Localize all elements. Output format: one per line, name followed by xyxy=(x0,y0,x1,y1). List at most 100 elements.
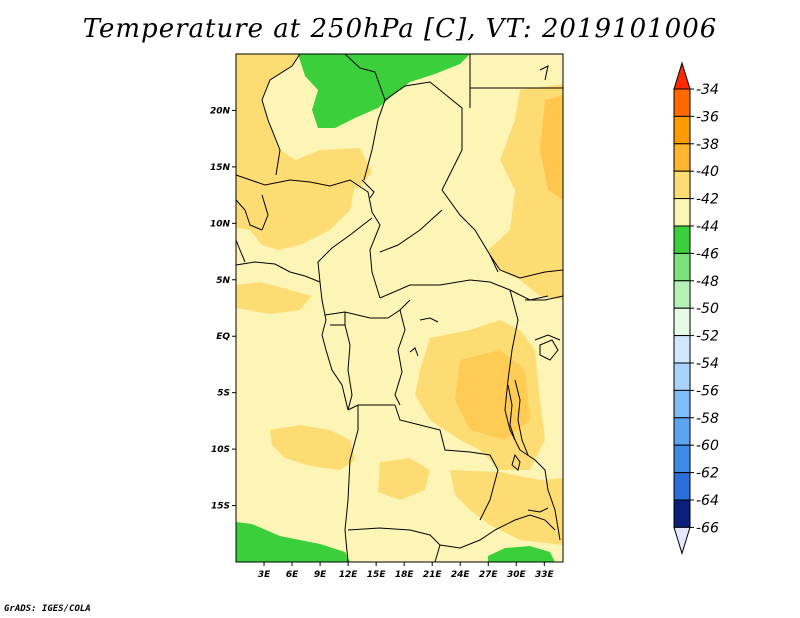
colorbar-level-label: -38 xyxy=(696,137,719,153)
lat-tick-label: 5S xyxy=(217,389,230,399)
colorbar-level-label: -34 xyxy=(696,82,719,98)
lon-tick-label: 9E xyxy=(314,570,327,580)
colorbar-swatch xyxy=(673,444,691,474)
lon-tick-label: 3E xyxy=(258,570,271,580)
colorbar-level-label: -50 xyxy=(696,301,719,317)
lon-tick-label: 21E xyxy=(423,570,443,580)
cold-region-south-west xyxy=(236,522,350,562)
colorbar-level-label: -54 xyxy=(696,356,719,372)
boundary-line xyxy=(235,199,263,231)
colorbar-swatch xyxy=(673,417,691,446)
boundary-line xyxy=(317,217,373,283)
boundary-line xyxy=(344,324,353,411)
colorbar-swatch xyxy=(673,499,691,528)
lake-outline xyxy=(419,317,439,323)
boundary-line xyxy=(261,53,301,176)
colorbar-swatch xyxy=(673,115,691,145)
lat-tick-label: 5N xyxy=(216,276,230,286)
latitude-axis: 20N 15N 10N 5N EQ 5S 10S 15S xyxy=(210,106,236,512)
lat-tick-label: 15S xyxy=(211,502,230,512)
lat-tick-label: 10S xyxy=(211,445,230,455)
lon-tick-label: 27E xyxy=(479,570,499,580)
lake-outline xyxy=(514,379,529,456)
warm-region-south-east xyxy=(450,470,563,545)
colorbar-level-label: -48 xyxy=(696,274,719,290)
boundary-line xyxy=(479,469,499,521)
lake-outline xyxy=(361,179,375,199)
temperature-field xyxy=(236,54,563,562)
lon-tick-label: 30E xyxy=(507,570,527,580)
colorbar-swatch xyxy=(673,280,691,309)
boundary-line xyxy=(525,295,564,301)
warm-region-south-west xyxy=(270,425,355,470)
lon-tick-label: 24E xyxy=(451,570,471,580)
lat-tick-label: 15N xyxy=(210,163,231,173)
colorbar-swatch xyxy=(673,170,691,200)
colorbar-level-label: -36 xyxy=(696,109,719,125)
colorbar: -34 -36 -38 -40 -42 -44 -46 -48 -50 -52 -54 -56 -58 -… xyxy=(673,61,719,556)
cold-region-north xyxy=(298,54,470,128)
colorbar-level-label: -58 xyxy=(696,411,719,427)
colorbar-swatch xyxy=(673,88,691,117)
lon-tick-label: 33E xyxy=(535,570,555,580)
colorbar-level-label: -62 xyxy=(696,466,719,482)
boundary-line xyxy=(379,209,443,253)
lake-outline xyxy=(511,453,521,471)
colorbar-swatch xyxy=(673,225,691,254)
coastline xyxy=(235,239,246,263)
longitude-axis: 3E 6E 9E 12E 15E 18E 21E 24E 27E 30E 33E xyxy=(258,562,555,580)
boundary-line xyxy=(235,174,373,213)
warmer-region-east xyxy=(540,95,563,200)
lat-tick-label: 10N xyxy=(210,219,231,229)
boundary-line xyxy=(324,299,411,319)
country-boundaries xyxy=(235,53,564,563)
map-border xyxy=(235,53,564,563)
lake-outline xyxy=(507,384,516,441)
lon-tick-label: 15E xyxy=(367,570,387,580)
lat-tick-label: EQ xyxy=(216,332,230,342)
boundary-line xyxy=(369,211,381,299)
colorbar-swatch xyxy=(673,198,691,227)
boundary-line xyxy=(347,527,496,549)
lat-tick-label: 20N xyxy=(210,106,231,116)
lon-tick-label: 12E xyxy=(339,570,359,580)
lake-outline xyxy=(409,347,419,357)
colorbar-level-label: -56 xyxy=(696,383,719,399)
lake-outline xyxy=(539,339,559,361)
colorbar-level-label: -66 xyxy=(696,520,719,536)
boundary-line xyxy=(534,334,561,341)
boundary-line xyxy=(261,194,269,231)
boundary-line xyxy=(344,405,359,563)
boundary-line xyxy=(235,261,321,283)
colorbar-swatch xyxy=(673,252,691,282)
warm-region-north-west xyxy=(236,54,356,250)
boundary-line xyxy=(379,279,549,301)
colorbar-swatch xyxy=(673,335,691,364)
boundary-line xyxy=(434,544,441,563)
warm-region-south xyxy=(378,458,430,500)
boundary-line xyxy=(547,489,561,541)
colorbar-swatch xyxy=(673,362,691,391)
map-title: Temperature at 250hPa [C], VT: 201910100… xyxy=(82,14,718,44)
colorbar-level-label: -52 xyxy=(696,329,719,345)
warm-region-north-central xyxy=(320,148,372,188)
boundary-line xyxy=(494,514,556,531)
coastline xyxy=(319,281,349,411)
boundary-line xyxy=(504,289,521,451)
colorbar-swatch xyxy=(673,307,691,337)
colorbar-bottom-arrow xyxy=(673,526,691,556)
boundary-line xyxy=(384,81,499,273)
colorbar-level-label: -44 xyxy=(696,219,719,235)
colorbar-level-label: -40 xyxy=(696,164,719,180)
colorbar-level-label: -60 xyxy=(696,438,719,454)
colorbar-swatch xyxy=(673,143,691,172)
colorbar-swatch xyxy=(673,389,691,419)
boundary-line xyxy=(394,404,499,471)
lake-outline xyxy=(527,507,549,513)
grads-credit: GrADS: IGES/COLA xyxy=(4,604,91,614)
colorbar-level-label: -42 xyxy=(696,192,719,208)
map-frame xyxy=(235,53,564,563)
cold-region-south-east xyxy=(488,546,555,562)
boundary-line xyxy=(489,254,564,279)
